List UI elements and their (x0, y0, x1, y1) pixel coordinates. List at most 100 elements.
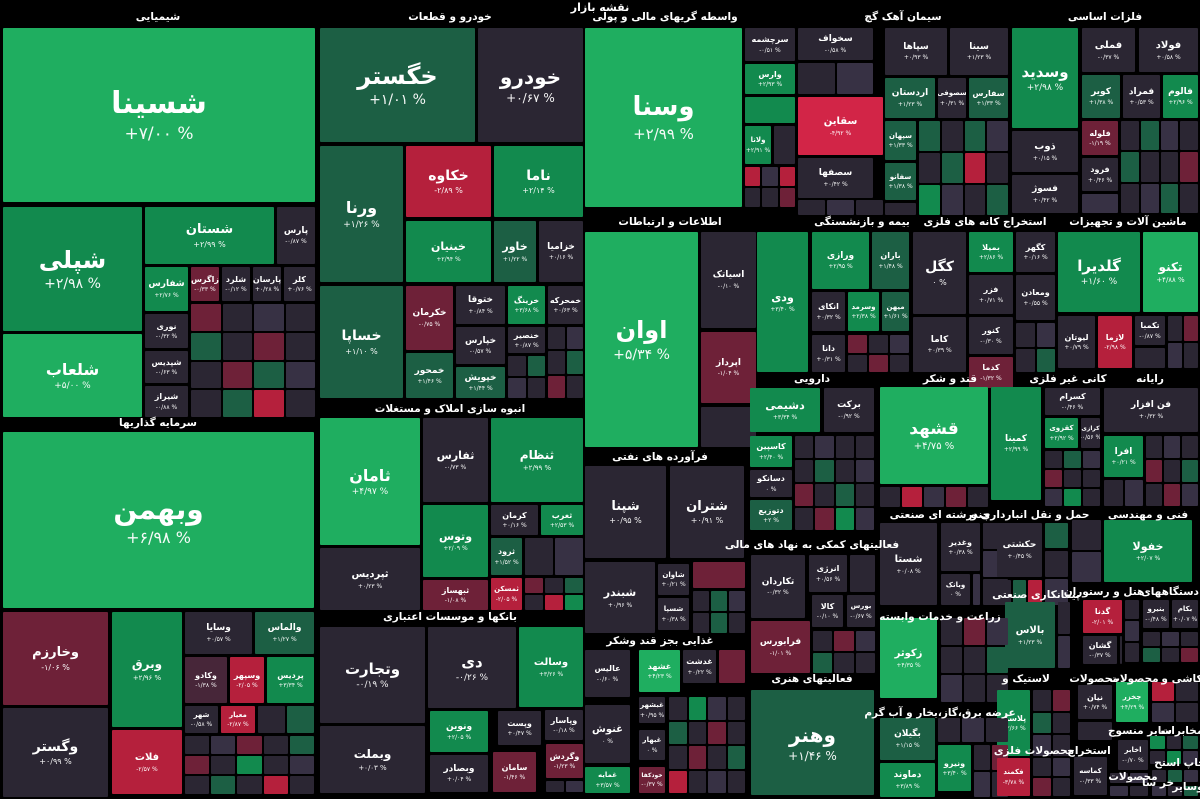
treemap-filler-tile[interactable] (1164, 484, 1180, 506)
treemap-tile[interactable]: شپدیس -۰/۶۳ % (145, 351, 188, 383)
treemap-tile[interactable]: اوان +۵/۳۴ % (585, 232, 698, 447)
treemap-filler-tile[interactable] (1130, 786, 1148, 796)
treemap-tile[interactable]: شستان +۲/۹۹ % (145, 207, 274, 264)
treemap-filler-tile[interactable] (222, 304, 252, 331)
treemap-tile[interactable]: کنور -۰/۳۰ % (969, 317, 1013, 354)
treemap-filler-tile[interactable] (1184, 770, 1198, 782)
treemap-tile[interactable]: وبرق +۲/۹۶ % (112, 612, 182, 727)
treemap-filler-tile[interactable] (848, 354, 867, 372)
treemap-filler-tile[interactable] (289, 736, 314, 754)
treemap-filler-tile[interactable] (1052, 735, 1070, 756)
treemap-filler-tile[interactable] (565, 578, 583, 593)
treemap-filler-tile[interactable] (1072, 520, 1101, 550)
treemap-tile[interactable]: سصوفی +۰/۳۱ % (938, 78, 966, 118)
treemap-tile[interactable]: وبملت +۰/۰۳ % (320, 726, 425, 793)
treemap-filler-tile[interactable] (185, 776, 210, 794)
treemap-filler-tile[interactable] (191, 361, 221, 389)
treemap-filler-tile[interactable] (1135, 348, 1165, 368)
treemap-filler-tile[interactable] (1146, 460, 1162, 482)
treemap-filler-tile[interactable] (1168, 786, 1182, 796)
treemap-tile[interactable]: ناما +۲/۱۴ % (494, 146, 583, 217)
treemap-tile[interactable]: بکام +۰/۰۷ % (1172, 600, 1198, 628)
treemap-tile[interactable]: خنصیر +۰/۸۷ % (508, 327, 545, 353)
treemap-filler-tile[interactable] (237, 756, 262, 774)
treemap-filler-tile[interactable] (1110, 773, 1128, 783)
treemap-filler-tile[interactable] (1120, 636, 1122, 664)
treemap-filler-tile[interactable] (836, 63, 873, 94)
treemap-filler-tile[interactable] (1152, 703, 1174, 722)
treemap-tile[interactable]: خکرمان -۰/۷۵ % (406, 286, 453, 350)
treemap-tile[interactable]: کگل ۰ % (913, 232, 966, 314)
treemap-tile[interactable]: خگستر +۱/۰۱ % (320, 28, 475, 142)
treemap-filler-tile[interactable] (1045, 451, 1062, 468)
treemap-filler-tile[interactable] (191, 304, 221, 331)
treemap-filler-tile[interactable] (669, 746, 687, 769)
treemap-tile[interactable]: وسرمد +۲/۳۸ % (848, 292, 879, 331)
treemap-tile[interactable]: فملی -۰/۳۷ % (1082, 28, 1135, 72)
treemap-filler-tile[interactable] (1072, 552, 1101, 582)
treemap-filler-tile[interactable] (289, 776, 314, 794)
treemap-filler-tile[interactable] (1052, 712, 1070, 734)
treemap-filler-tile[interactable] (693, 562, 745, 588)
treemap-tile[interactable]: کویر +۱/۳۸ % (1082, 75, 1120, 118)
treemap-filler-tile[interactable] (987, 121, 1008, 151)
treemap-filler-tile[interactable] (855, 508, 874, 530)
treemap-tile[interactable]: بگیلان +۱/۱۵ % (880, 718, 935, 760)
treemap-tile[interactable]: شاوان +۰/۲۱ % (658, 564, 689, 595)
treemap-filler-tile[interactable] (1045, 579, 1068, 605)
treemap-filler-tile[interactable] (254, 332, 284, 360)
treemap-tile[interactable]: وپاسار -۰/۱۸ % (545, 710, 583, 740)
treemap-filler-tile[interactable] (855, 460, 874, 482)
treemap-filler-tile[interactable] (1052, 778, 1070, 796)
treemap-filler-tile[interactable] (1045, 551, 1068, 577)
treemap-filler-tile[interactable] (254, 304, 284, 331)
treemap-filler-tile[interactable] (987, 185, 1008, 215)
treemap-tile[interactable]: وسایا +۰/۵۷ % (185, 612, 252, 654)
treemap-filler-tile[interactable] (548, 351, 565, 374)
treemap-filler-tile[interactable] (885, 203, 916, 215)
treemap-tile[interactable]: خزامیا +۰/۱۶ % (539, 221, 583, 282)
treemap-filler-tile[interactable] (745, 188, 761, 207)
treemap-filler-tile[interactable] (1152, 682, 1174, 701)
treemap-filler-tile[interactable] (708, 721, 726, 744)
treemap-filler-tile[interactable] (548, 327, 565, 350)
treemap-filler-tile[interactable] (1176, 682, 1198, 701)
treemap-tile[interactable]: ثمسکن -۲/۰۵ % (491, 578, 522, 610)
treemap-filler-tile[interactable] (1143, 648, 1160, 662)
treemap-tile[interactable]: خکاوه -۲/۸۹ % (406, 146, 491, 217)
treemap-filler-tile[interactable] (815, 508, 834, 530)
treemap-tile[interactable]: کگهر +۰/۱۶ % (1016, 232, 1055, 272)
treemap-filler-tile[interactable] (1016, 348, 1035, 372)
treemap-tile[interactable]: فرود +۰/۴۶ % (1082, 158, 1118, 191)
treemap-filler-tile[interactable] (263, 736, 288, 754)
treemap-tile[interactable]: غنوش ۰ % (585, 705, 630, 763)
treemap-tile[interactable]: برکت -۰/۹۲ % (824, 388, 874, 432)
treemap-tile[interactable]: کرمان +۰/۱۶ % (491, 505, 538, 535)
treemap-filler-tile[interactable] (285, 304, 315, 331)
treemap-tile[interactable]: سامان -۱/۴۶ % (493, 752, 536, 792)
treemap-filler-tile[interactable] (1078, 722, 1112, 740)
treemap-filler-tile[interactable] (835, 436, 854, 458)
treemap-tile[interactable]: غمایه +۳/۵۷ % (585, 767, 630, 793)
treemap-filler-tile[interactable] (711, 613, 727, 633)
treemap-tile[interactable]: سخواف -۰/۵۸ % (798, 28, 873, 60)
treemap-filler-tile[interactable] (1036, 348, 1055, 372)
treemap-filler-tile[interactable] (974, 772, 990, 797)
treemap-filler-tile[interactable] (987, 153, 1008, 183)
treemap-tile[interactable]: اردستان +۱/۲۳ % (885, 78, 935, 118)
treemap-filler-tile[interactable] (191, 332, 221, 360)
treemap-filler-tile[interactable] (1083, 489, 1100, 506)
treemap-filler-tile[interactable] (795, 508, 814, 530)
treemap-tile[interactable]: سقاین -۴/۹۲ % (798, 97, 883, 155)
treemap-filler-tile[interactable] (1181, 648, 1198, 662)
treemap-filler-tile[interactable] (729, 613, 745, 633)
treemap-tile[interactable]: وبهمن +۶/۹۸ % (3, 432, 314, 608)
treemap-filler-tile[interactable] (919, 153, 940, 183)
treemap-filler-tile[interactable] (566, 351, 583, 374)
treemap-tile[interactable]: انرژی +۰/۵۶ % (809, 555, 847, 592)
treemap-tile[interactable]: خمحور +۱/۴۶ % (406, 353, 453, 398)
treemap-filler-tile[interactable] (890, 335, 909, 353)
treemap-filler-tile[interactable] (1182, 436, 1198, 458)
treemap-filler-tile[interactable] (1150, 736, 1165, 749)
treemap-filler-tile[interactable] (525, 578, 543, 593)
